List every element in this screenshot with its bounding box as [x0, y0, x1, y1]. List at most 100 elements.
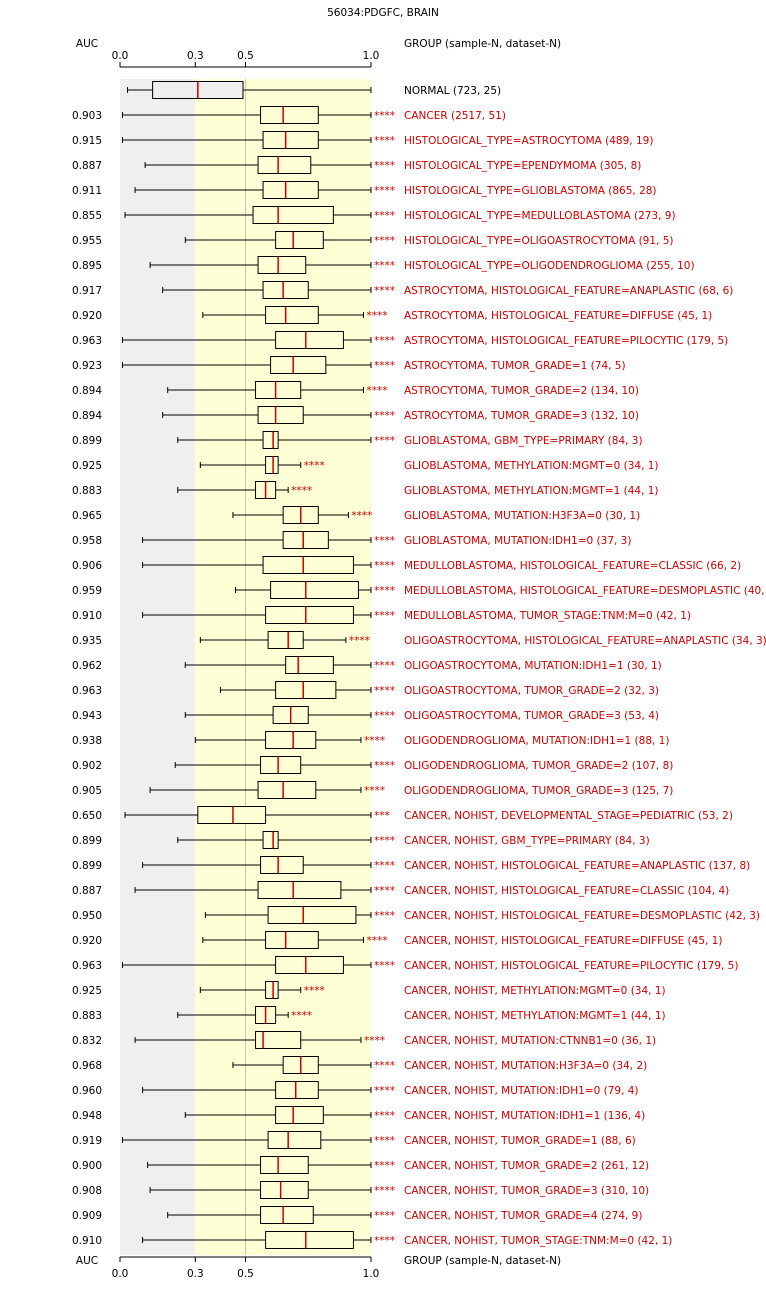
group-label: OLIGOASTROCYTOMA, TUMOR_GRADE=2 (32, 3)	[404, 685, 659, 697]
iqr-box	[270, 356, 327, 374]
auc-value: 0.923	[72, 360, 102, 372]
significance-stars: ****	[374, 335, 395, 347]
significance-stars: ****	[374, 1210, 395, 1222]
group-label: CANCER, NOHIST, GBM_TYPE=PRIMARY (84, 3)	[404, 835, 650, 847]
group-label: GLIOBLASTOMA, METHYLATION:MGMT=0 (34, 1)	[404, 460, 659, 472]
significance-stars: ****	[374, 535, 395, 547]
iqr-box	[285, 656, 334, 674]
auc-value: 0.899	[72, 435, 102, 447]
auc-value: 0.963	[72, 960, 102, 972]
auc-value: 0.959	[72, 585, 102, 597]
iqr-box	[265, 1231, 354, 1249]
group-label: OLIGOASTROCYTOMA, HISTOLOGICAL_FEATURE=A…	[404, 635, 766, 647]
auc-value: 0.899	[72, 835, 102, 847]
significance-stars: ****	[291, 1010, 312, 1022]
auc-value: 0.948	[72, 1110, 102, 1122]
boxplot-row: **** 0.906 MEDULLOBLASTOMA, HISTOLOGICAL_F…	[72, 556, 741, 574]
group-label: CANCER, NOHIST, HISTOLOGICAL_FEATURE=ANA…	[404, 860, 750, 872]
boxplot-row: **** 0.925 CANCER, NOHIST, METHYLATION:MGM…	[72, 981, 666, 999]
group-label: CANCER, NOHIST, METHYLATION:MGMT=1 (44, …	[404, 1010, 666, 1022]
iqr-box	[257, 781, 317, 799]
boxplot-row: **** 0.950 CANCER, NOHIST, HISTOLOGICAL_FE…	[72, 906, 760, 924]
group-label: CANCER, NOHIST, HISTOLOGICAL_FEATURE=CLA…	[404, 885, 729, 897]
group-label: CANCER, NOHIST, TUMOR_GRADE=3 (310, 10)	[404, 1185, 649, 1197]
significance-stars: ****	[374, 835, 395, 847]
boxplot-row: **** 0.900 CANCER, NOHIST, TUMOR_GRADE=2 (…	[72, 1156, 649, 1174]
group-label: CANCER, NOHIST, MUTATION:IDH1=0 (79, 4)	[404, 1085, 639, 1097]
boxplot-row: **** 0.938 OLIGODENDROGLIOMA, MUTATION:IDH…	[72, 731, 669, 749]
significance-stars: ****	[304, 460, 325, 472]
auc-value: 0.919	[72, 1135, 102, 1147]
boxplot-row: **** 0.895 HISTOLOGICAL_TYPE=OLIGODENDROGL…	[72, 256, 695, 274]
iqr-box	[265, 981, 279, 999]
iqr-box	[262, 556, 354, 574]
group-label: OLIGODENDROGLIOMA, TUMOR_GRADE=2 (107, 8…	[404, 760, 673, 772]
iqr-box	[252, 206, 334, 224]
iqr-box	[265, 731, 317, 749]
boxplot-row: **** 0.963 CANCER, NOHIST, HISTOLOGICAL_FE…	[72, 956, 738, 974]
auc-value: 0.965	[72, 510, 102, 522]
group-label: HISTOLOGICAL_TYPE=OLIGOASTROCYTOMA (91, …	[404, 235, 674, 247]
boxplot-row: **** 0.917 ASTROCYTOMA, HISTOLOGICAL_FEATU…	[72, 281, 733, 299]
iqr-box	[270, 581, 359, 599]
group-label: HISTOLOGICAL_TYPE=MEDULLOBLASTOMA (273, …	[404, 210, 676, 222]
iqr-box	[260, 1156, 309, 1174]
auc-value: 0.960	[72, 1085, 102, 1097]
significance-stars: ****	[366, 310, 387, 322]
iqr-box	[260, 1206, 314, 1224]
group-label: MEDULLOBLASTOMA, HISTOLOGICAL_FEATURE=CL…	[404, 560, 741, 572]
group-header-top: GROUP (sample-N, dataset-N)	[404, 38, 561, 50]
auc-value: 0.883	[72, 1010, 102, 1022]
auc-value: 0.902	[72, 760, 102, 772]
iqr-box	[255, 1031, 302, 1049]
group-label: CANCER, NOHIST, HISTOLOGICAL_FEATURE=DIF…	[404, 935, 722, 947]
group-label: CANCER, NOHIST, TUMOR_GRADE=2 (261, 12)	[404, 1160, 649, 1172]
significance-stars: ****	[374, 1110, 395, 1122]
significance-stars: ****	[374, 860, 395, 872]
boxplot-row: **** 0.883 CANCER, NOHIST, METHYLATION:MGM…	[72, 1006, 666, 1024]
background-layer	[120, 79, 371, 1255]
significance-stars: ***	[374, 810, 390, 822]
significance-stars: ****	[374, 1235, 395, 1247]
boxplot-row: **** 0.908 CANCER, NOHIST, TUMOR_GRADE=3 (…	[72, 1181, 649, 1199]
boxplot-row: **** 0.968 CANCER, NOHIST, MUTATION:H3F3A=…	[72, 1056, 647, 1074]
boxplot-row: **** 0.899 GLIOBLASTOMA, GBM_TYPE=PRIMARY …	[72, 431, 643, 449]
group-label: ASTROCYTOMA, HISTOLOGICAL_FEATURE=ANAPLA…	[404, 285, 733, 297]
significance-stars: ****	[374, 710, 395, 722]
tick-label: 0.5	[237, 1268, 254, 1280]
significance-stars: ****	[374, 885, 395, 897]
group-label: ASTROCYTOMA, TUMOR_GRADE=1 (74, 5)	[404, 360, 626, 372]
auc-value: 0.925	[72, 460, 102, 472]
significance-stars: ****	[374, 560, 395, 572]
significance-stars: ****	[374, 585, 395, 597]
group-label: OLIGODENDROGLIOMA, MUTATION:IDH1=1 (88, …	[404, 735, 669, 747]
group-label: CANCER, NOHIST, TUMOR_GRADE=1 (88, 6)	[404, 1135, 636, 1147]
boxplot-row: **** 0.883 GLIOBLASTOMA, METHYLATION:MGMT=…	[72, 481, 659, 499]
auc-value: 0.963	[72, 335, 102, 347]
group-label: CANCER, NOHIST, METHYLATION:MGMT=0 (34, …	[404, 985, 666, 997]
auc-value: 0.887	[72, 160, 102, 172]
significance-stars: ****	[374, 260, 395, 272]
boxplot-row: **** 0.902 OLIGODENDROGLIOMA, TUMOR_GRADE=…	[72, 756, 673, 774]
group-label: HISTOLOGICAL_TYPE=GLIOBLASTOMA (865, 28)	[404, 185, 657, 197]
significance-stars: ****	[374, 910, 395, 922]
iqr-box	[267, 1131, 322, 1149]
group-label: GLIOBLASTOMA, METHYLATION:MGMT=1 (44, 1)	[404, 485, 659, 497]
boxplot-row: *** 0.650 CANCER, NOHIST, DEVELOPMENTAL_ST…	[72, 806, 733, 824]
boxplot-row: **** 0.920 CANCER, NOHIST, HISTOLOGICAL_FE…	[72, 931, 722, 949]
boxplot-row: **** 0.923 ASTROCYTOMA, TUMOR_GRADE=1 (74,…	[72, 356, 626, 374]
boxplot-row: **** 0.955 HISTOLOGICAL_TYPE=OLIGOASTROCYT…	[72, 231, 674, 249]
group-label: HISTOLOGICAL_TYPE=EPENDYMOMA (305, 8)	[404, 160, 641, 172]
shaded-region-1	[195, 79, 371, 1255]
group-label: ASTROCYTOMA, TUMOR_GRADE=3 (132, 10)	[404, 410, 639, 422]
significance-stars: ****	[349, 635, 370, 647]
auc-value: 0.883	[72, 485, 102, 497]
auc-value: 0.925	[72, 985, 102, 997]
auc-value: 0.895	[72, 260, 102, 272]
iqr-box	[260, 1181, 309, 1199]
iqr-box	[260, 756, 302, 774]
auc-value: 0.906	[72, 560, 102, 572]
iqr-box	[255, 381, 302, 399]
auc-value: 0.955	[72, 235, 102, 247]
iqr-box	[260, 856, 304, 874]
